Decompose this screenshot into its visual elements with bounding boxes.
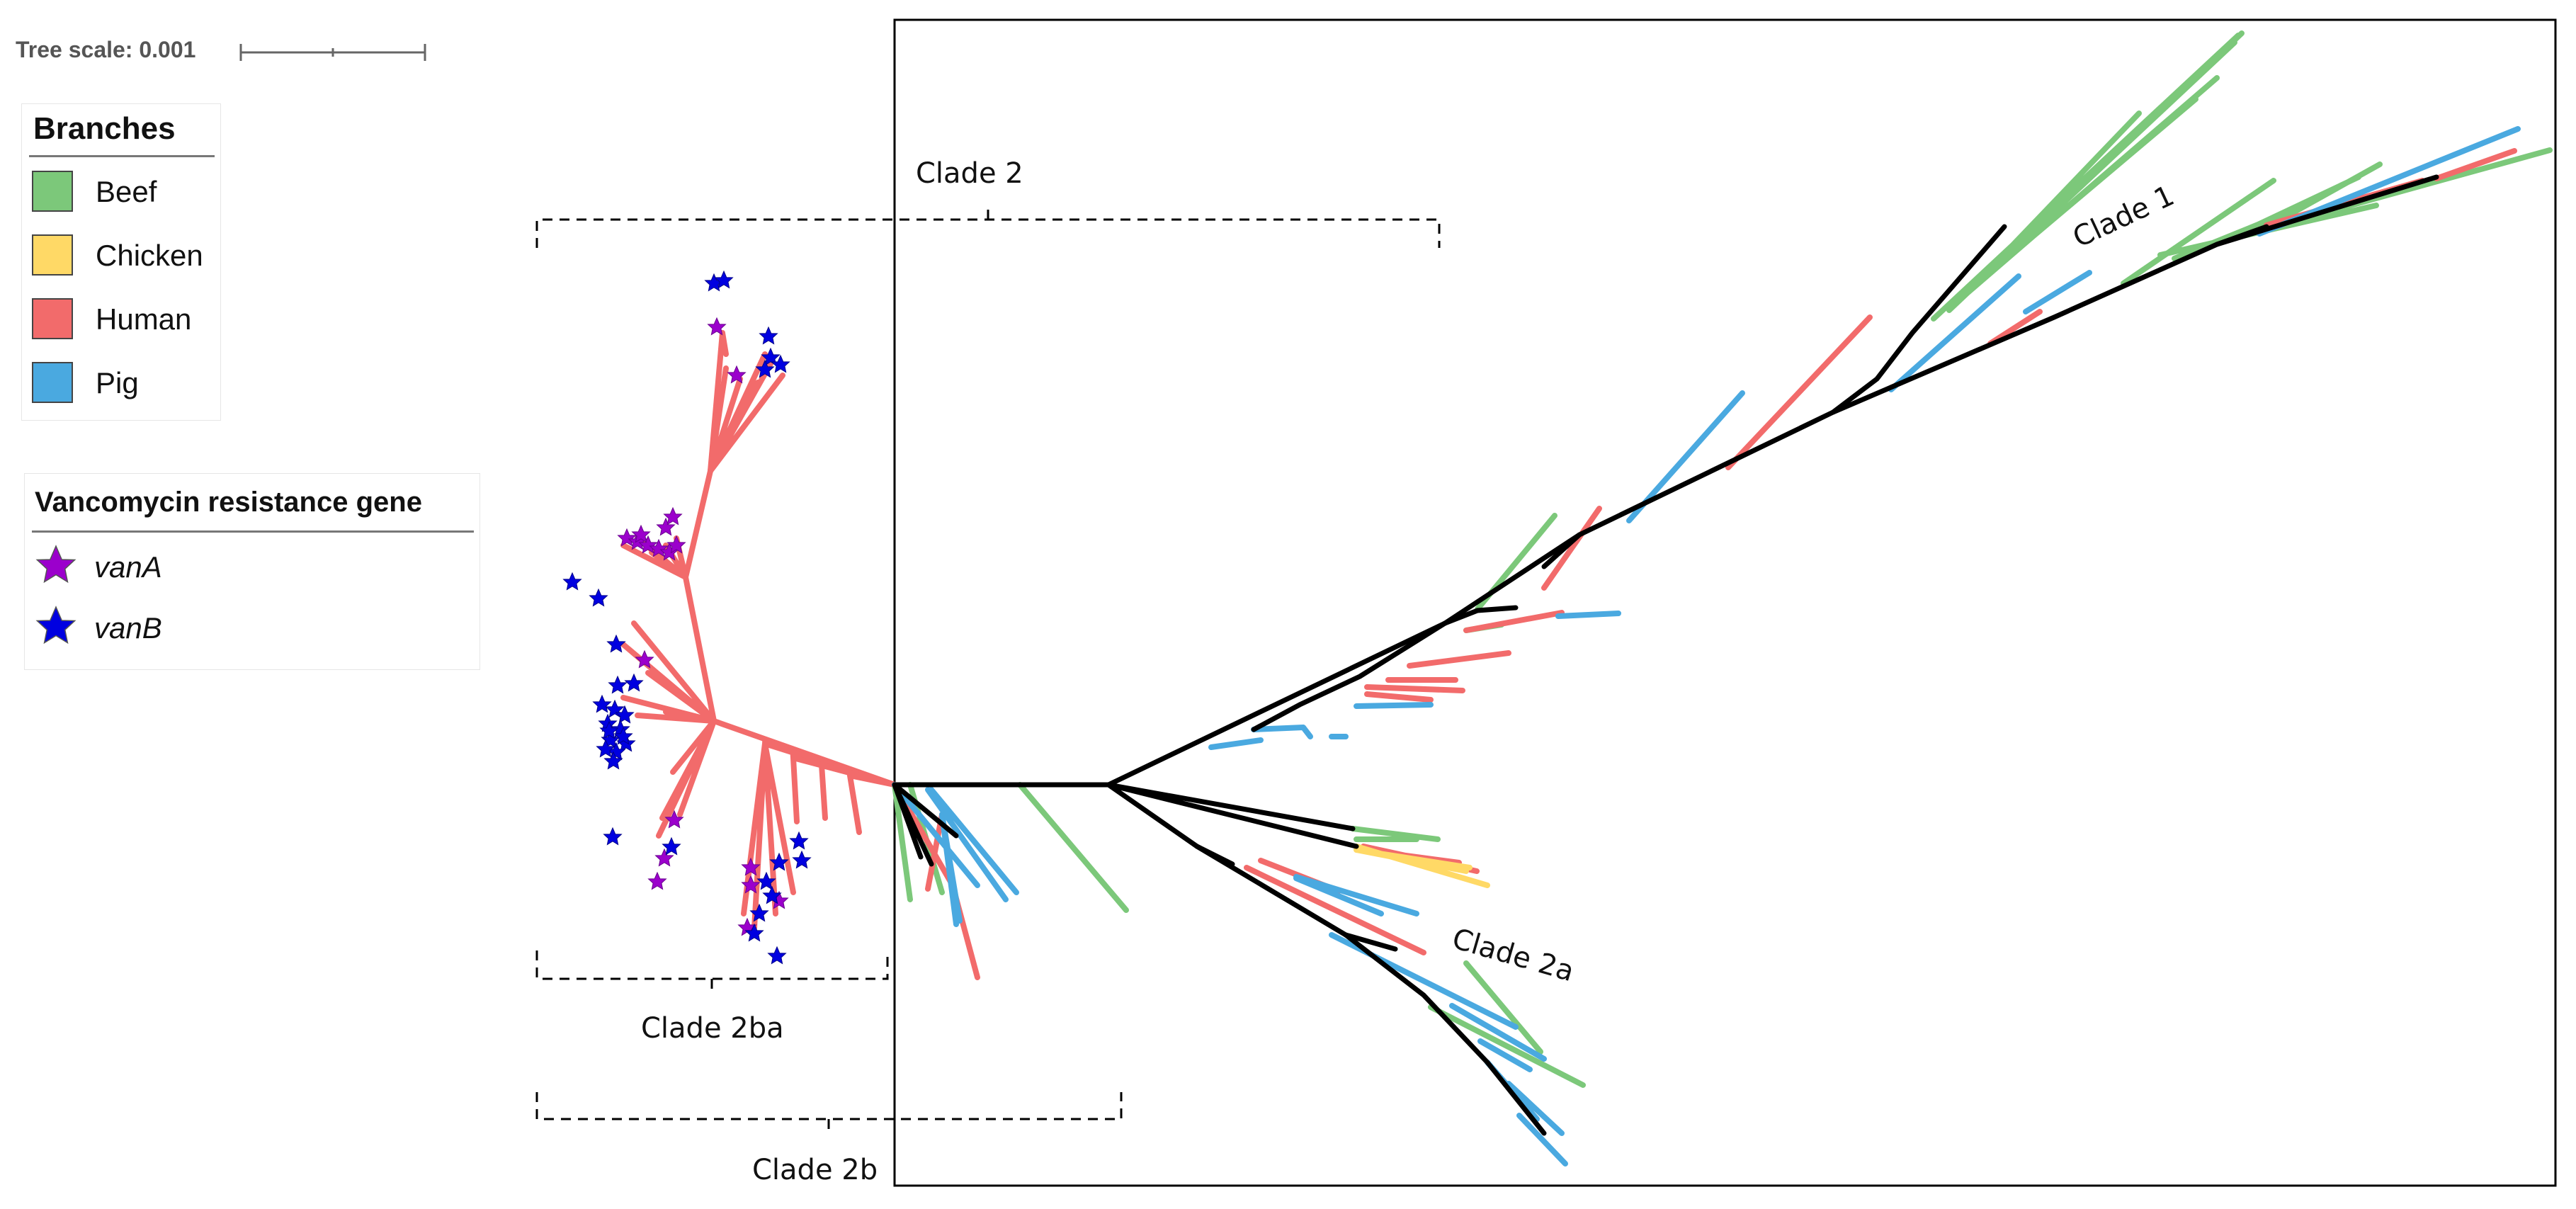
branches-legend-rule [29,155,215,157]
framed-leaf-branches [892,30,2553,1167]
branches-legend: Branches Beef Chicken Human Pig [21,103,221,421]
beef-swatch [32,171,73,212]
branches-legend-title: Branches [33,111,176,146]
vanB-star-markers [563,271,811,964]
beef-label: Beef [96,175,157,208]
gene-legend-title: Vancomycin resistance gene [35,487,422,518]
pig-swatch [32,362,73,403]
vanA-label: vanA [94,550,162,584]
clade-brackets [535,204,1441,1135]
human-swatch [32,298,73,339]
tree-scale-bar [239,44,426,61]
clade-2b-bracket [535,1092,1123,1135]
gene-legend: Vancomycin resistance gene vanA vanB [24,473,480,670]
pig-label: Pig [96,366,139,399]
clade-2ba-label: Clade 2ba [641,1012,784,1045]
chicken-swatch [32,234,73,276]
zoom-frame [893,18,2557,1187]
clade-2b-label: Clade 2b [752,1154,878,1186]
vanB-star-icon [35,606,76,645]
gene-legend-rule [32,530,474,533]
clade-2-label: Clade 2 [916,157,1023,190]
clade-2ba-subtree [620,330,897,931]
tree-scale-label: Tree scale: 0.001 [16,37,196,62]
human-label: Human [96,302,192,336]
vanA-star-icon [35,545,76,584]
clade-2a-label: Clade 2a [1448,922,1577,988]
vanB-label: vanB [94,611,162,645]
vanA-star-markers [618,317,788,936]
framed-tree-backbone [892,174,2439,1136]
chicken-label: Chicken [96,239,203,272]
clade-2ba-bracket [535,950,889,994]
clade-2-bracket [535,204,1441,248]
